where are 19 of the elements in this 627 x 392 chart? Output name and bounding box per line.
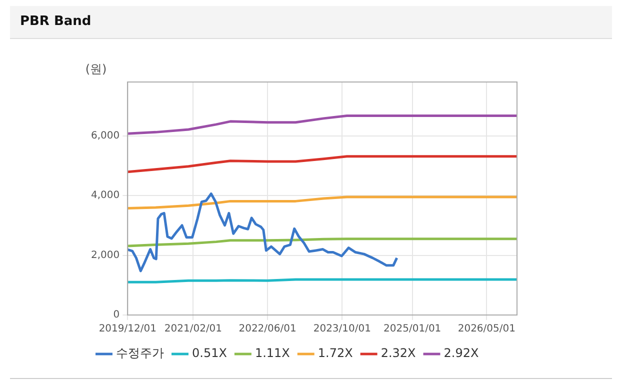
y-tick-label: 6,000 bbox=[90, 130, 120, 142]
y-tick-label: 0 bbox=[113, 310, 120, 321]
chart-title: PBR Band bbox=[20, 14, 92, 29]
legend-label: 1.11X bbox=[254, 346, 290, 360]
y-tick-label: 4,000 bbox=[90, 190, 120, 202]
legend-label: 1.72X bbox=[318, 346, 353, 360]
x-tick-label: 2023/10/01 bbox=[313, 324, 371, 335]
y-axis-title: (원) bbox=[85, 62, 107, 76]
x-tick-label: 2019/12/01 bbox=[98, 324, 156, 335]
legend-label: 2.32X bbox=[380, 346, 416, 360]
x-tick-label: 2025/01/01 bbox=[384, 324, 442, 335]
header-strip: PBR Band bbox=[10, 6, 612, 39]
y-tick-label: 2,000 bbox=[90, 250, 120, 261]
legend-label: 0.51X bbox=[192, 346, 227, 360]
legend-label: 2.92X bbox=[444, 346, 479, 360]
x-tick-label: 2026/05/01 bbox=[458, 324, 516, 335]
x-tick-label: 2021/02/01 bbox=[164, 324, 222, 335]
x-tick-label: 2022/06/01 bbox=[238, 324, 296, 335]
legend-label: 수정주가 bbox=[116, 346, 164, 360]
